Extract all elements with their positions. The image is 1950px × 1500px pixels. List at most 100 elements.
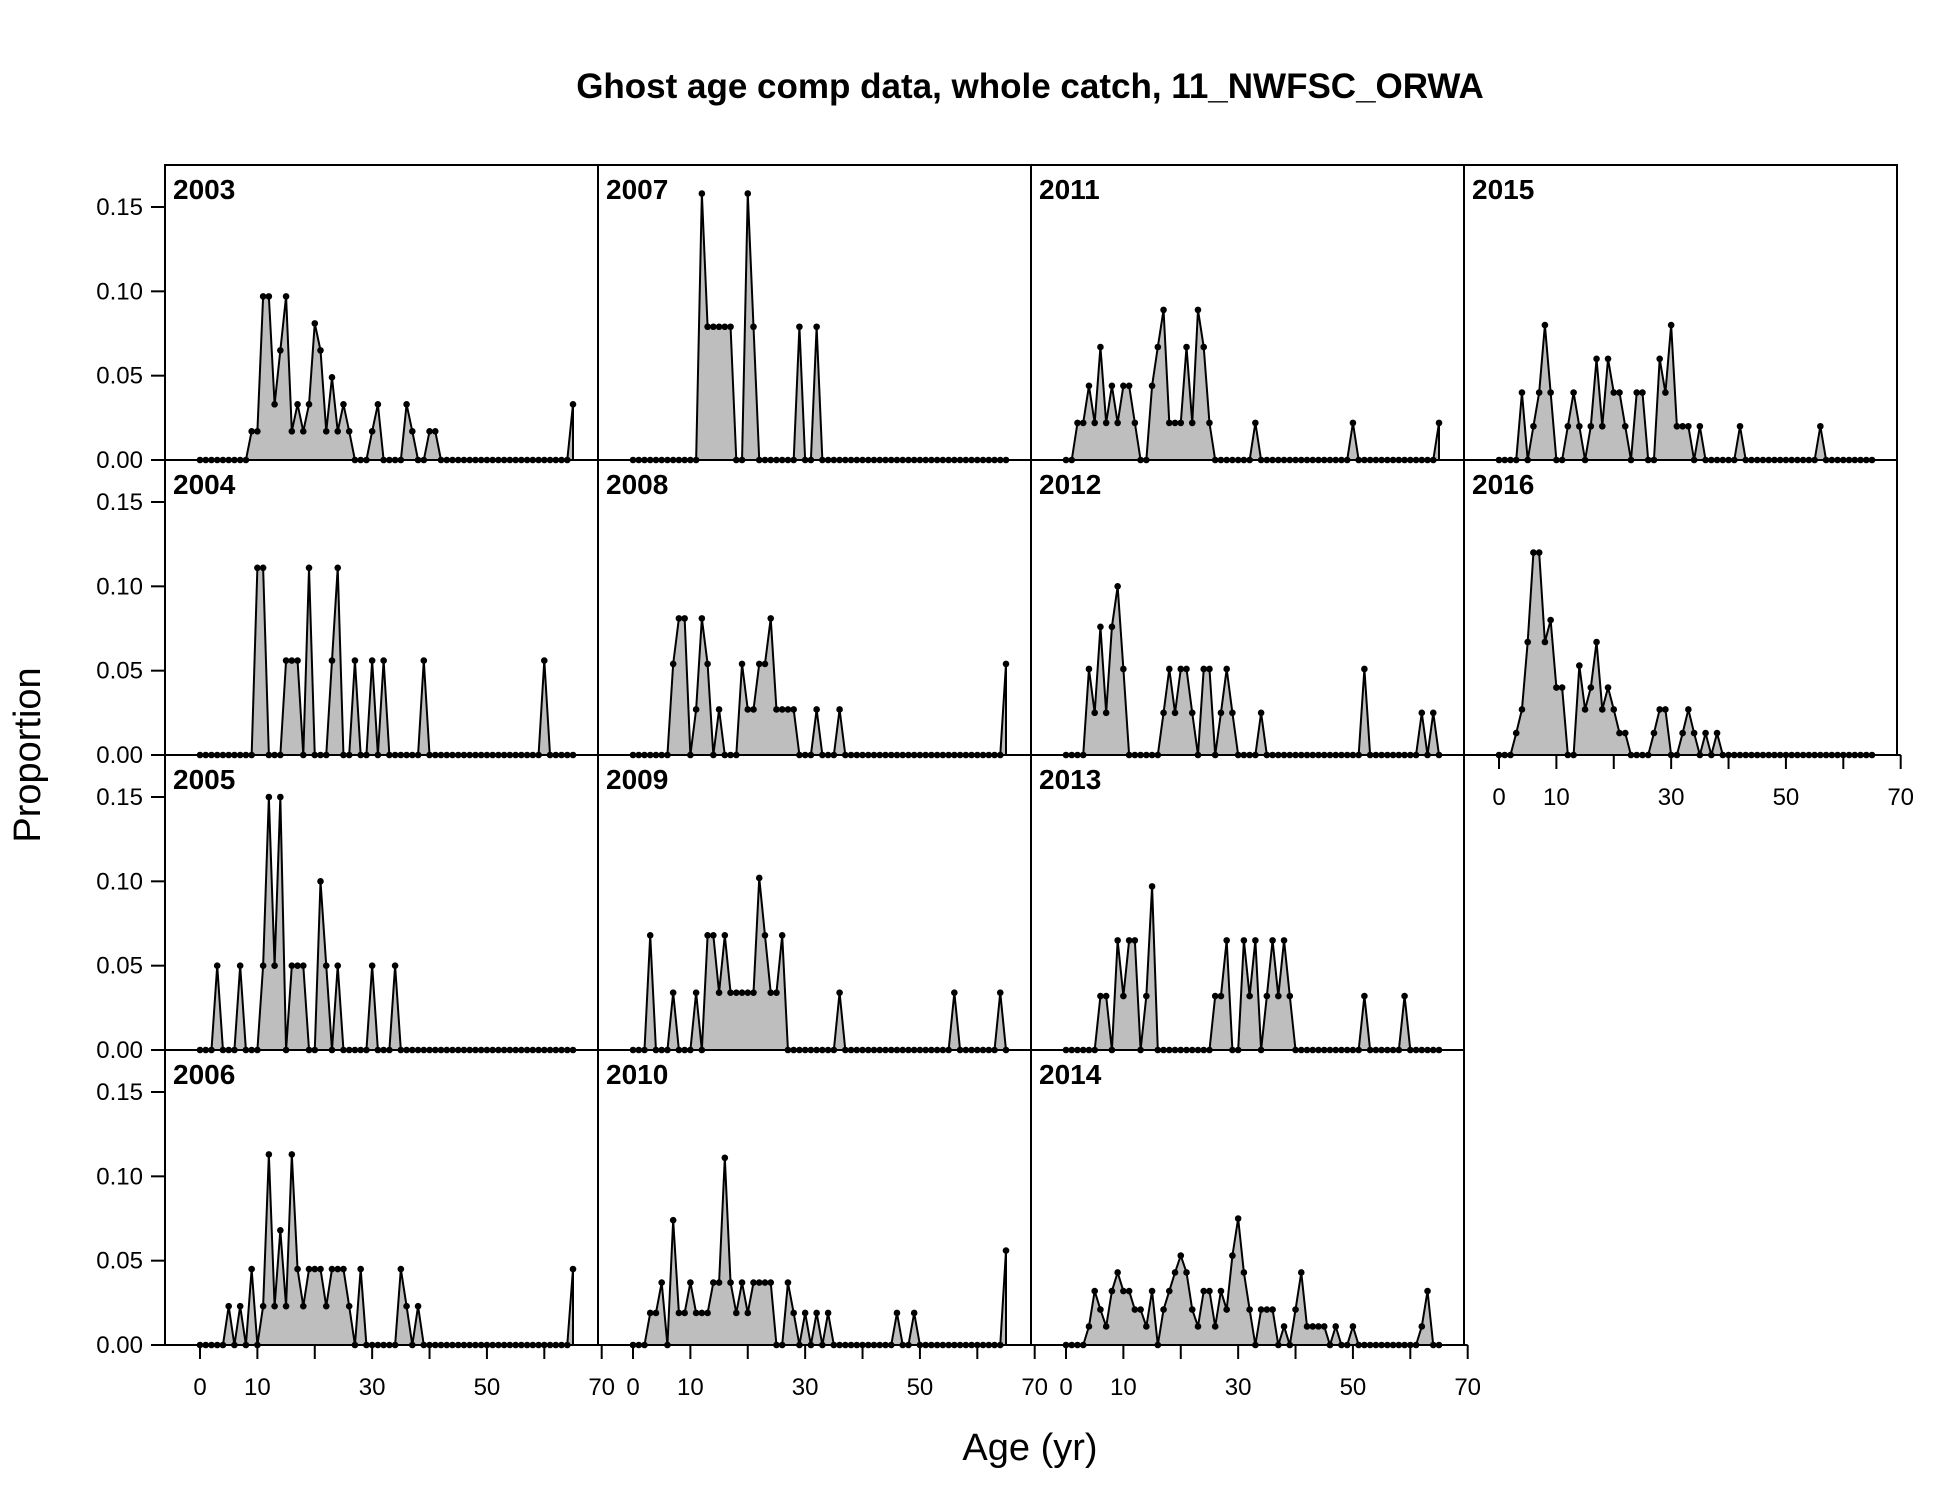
- data-point: [299, 1302, 307, 1310]
- data-point: [368, 428, 376, 435]
- data-point: [368, 962, 376, 969]
- data-point: [813, 323, 820, 331]
- data-point: [569, 1265, 577, 1273]
- data-point: [1269, 1306, 1276, 1313]
- data-point: [317, 1265, 324, 1273]
- data-point: [1713, 729, 1721, 737]
- series-area-2003: [199, 295, 574, 461]
- panel-2008: 2008: [597, 459, 1032, 759]
- data-point: [738, 1279, 746, 1286]
- data-point: [1286, 992, 1294, 1000]
- data-point: [1349, 419, 1357, 427]
- data-point: [658, 1279, 665, 1286]
- data-point: [265, 793, 273, 801]
- data-point: [704, 932, 711, 939]
- data-point: [334, 962, 342, 969]
- panel-grid: 2003 0.00 0.05 0.10 0.15 2004 0.00 0.05 0.10 0.15…: [96, 164, 1914, 1401]
- data-point: [1148, 883, 1156, 890]
- data-point: [1662, 389, 1669, 396]
- data-point: [1524, 638, 1531, 646]
- data-point: [1194, 1323, 1202, 1330]
- y-tick-label: 0.15: [96, 489, 143, 516]
- data-point: [305, 564, 313, 572]
- y-tick-label: 0.10: [96, 868, 143, 895]
- data-point: [1576, 662, 1583, 669]
- data-point: [1292, 1306, 1299, 1313]
- data-point: [317, 347, 324, 354]
- x-axis-title: Age (yr): [962, 1427, 1097, 1469]
- y-tick-label: 0.05: [96, 953, 143, 980]
- x-tick-label: 0: [193, 1374, 206, 1401]
- data-point: [824, 1309, 832, 1317]
- data-point: [288, 1151, 296, 1158]
- data-point: [1177, 665, 1185, 673]
- data-point: [426, 428, 433, 435]
- x-tick-label: 50: [474, 1374, 501, 1401]
- data-point: [1616, 729, 1623, 737]
- data-point: [1257, 709, 1265, 717]
- data-point: [767, 615, 775, 622]
- data-point: [1257, 1306, 1265, 1313]
- data-point: [380, 657, 387, 664]
- data-point: [225, 1302, 232, 1310]
- data-point: [761, 932, 769, 939]
- data-point: [1211, 1323, 1219, 1330]
- data-point: [1656, 706, 1663, 713]
- y-tick-label: 0.05: [96, 1248, 143, 1275]
- data-point: [345, 1302, 353, 1310]
- data-point: [271, 1302, 278, 1310]
- x-tick-label: 30: [359, 1374, 386, 1401]
- data-point: [1280, 1323, 1288, 1330]
- data-point: [1604, 355, 1612, 363]
- data-point: [1662, 706, 1669, 713]
- data-point: [1593, 355, 1600, 363]
- data-point: [1418, 709, 1426, 717]
- data-point: [1696, 422, 1704, 430]
- y-axis-title: Proportion: [7, 667, 49, 842]
- data-point: [1401, 992, 1408, 1000]
- y-tick-label: 0.10: [96, 278, 143, 305]
- data-point: [1530, 549, 1537, 556]
- data-point: [796, 323, 803, 331]
- data-point: [1114, 583, 1121, 590]
- data-point: [1148, 1287, 1156, 1295]
- data-point: [1280, 937, 1288, 944]
- data-point: [1553, 684, 1560, 691]
- data-point: [374, 401, 382, 408]
- data-point: [1102, 419, 1110, 427]
- data-point: [1206, 665, 1213, 673]
- data-point: [1246, 1306, 1253, 1313]
- data-point: [1160, 306, 1167, 314]
- data-point: [681, 1309, 688, 1317]
- data-point: [1171, 709, 1179, 717]
- data-point: [715, 323, 723, 331]
- data-point: [1547, 616, 1554, 624]
- data-point: [767, 989, 775, 996]
- series-area-2008: [632, 617, 1007, 756]
- data-point: [265, 293, 273, 300]
- data-point: [669, 660, 677, 668]
- data-point: [1349, 1323, 1357, 1330]
- data-point: [1183, 343, 1190, 351]
- data-point: [1114, 937, 1121, 944]
- data-point: [277, 347, 284, 354]
- x-tick-label: 0: [1059, 1374, 1072, 1401]
- data-point: [698, 615, 706, 622]
- data-point: [801, 1309, 809, 1317]
- data-point: [715, 989, 723, 996]
- data-point: [1188, 709, 1196, 717]
- data-point: [1206, 1287, 1213, 1295]
- data-point: [773, 706, 780, 713]
- data-point: [311, 1265, 319, 1273]
- data-point: [1535, 389, 1543, 396]
- data-point: [1535, 549, 1543, 556]
- data-point: [1200, 343, 1208, 351]
- data-point: [248, 428, 255, 435]
- data-point: [213, 962, 221, 969]
- y-tick-label: 0.10: [96, 1163, 143, 1190]
- data-point: [1297, 1269, 1305, 1276]
- y-tick-label: 0.00: [96, 742, 143, 769]
- data-point: [715, 1279, 723, 1286]
- data-point: [1108, 382, 1116, 390]
- data-point: [282, 657, 290, 664]
